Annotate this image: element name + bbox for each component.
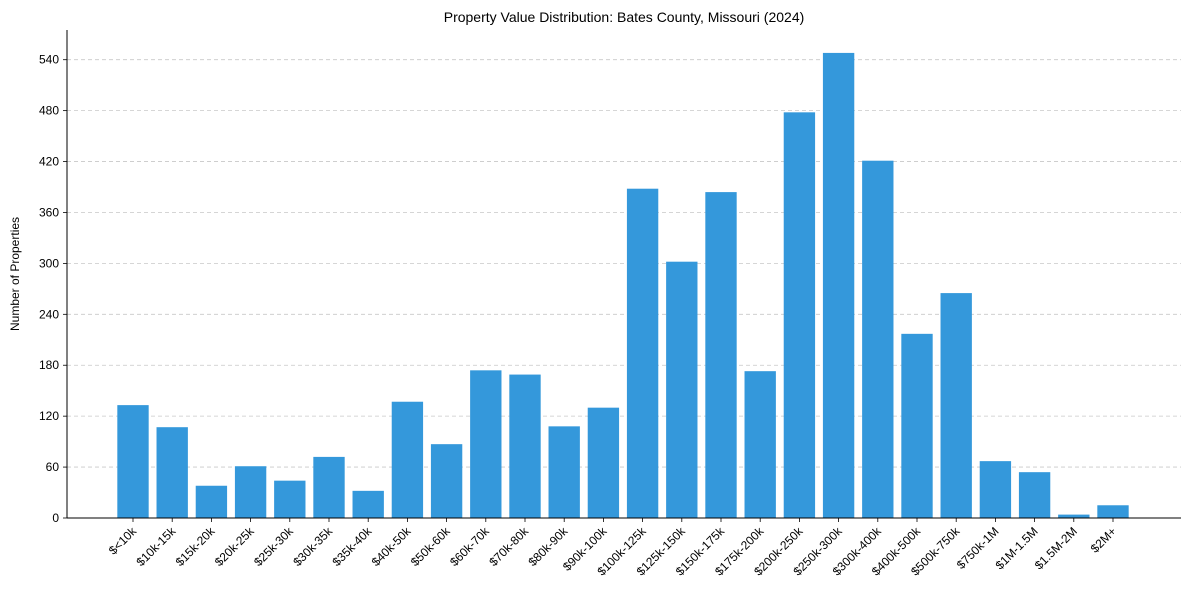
bar (313, 456, 345, 518)
x-tick-label: $15k-20k (173, 524, 219, 570)
y-tick-label: 0 (52, 511, 59, 525)
axes (66, 30, 1181, 519)
bar (509, 374, 541, 518)
y-tick-label: 240 (39, 307, 59, 321)
bar (705, 192, 737, 518)
x-tick-label: $1.5M-2M (1032, 524, 1080, 572)
bar (862, 160, 894, 518)
bar (1097, 505, 1129, 518)
x-tick-label: $60k-70k (447, 524, 493, 570)
y-tick-label: 480 (39, 104, 59, 118)
bar (666, 261, 698, 518)
bar (744, 371, 776, 518)
y-tick-label: 60 (46, 460, 60, 474)
x-tick-label: $70k-80k (486, 524, 532, 570)
bar (548, 426, 580, 518)
x-tick-label: $25k-30k (251, 524, 297, 570)
bars (117, 52, 1129, 518)
bar (156, 427, 188, 518)
bar (430, 444, 463, 518)
bar (274, 480, 306, 518)
y-tick-label: 180 (39, 358, 59, 372)
bar (1018, 472, 1051, 518)
y-axis-ticks: 0 60 120 180 240 300 360 420 480 540 (39, 53, 67, 525)
y-tick-label: 540 (39, 53, 59, 67)
x-axis-ticks: $<10k$10k-15k$15k-20k$20k-25k$25k-30k$30… (106, 518, 1119, 578)
bar (234, 466, 267, 518)
bar (626, 188, 659, 518)
chart-title: Property Value Distribution: Bates Count… (444, 9, 805, 25)
bar (940, 293, 972, 518)
bar (783, 112, 816, 518)
bar (901, 333, 933, 518)
x-tick-label: $35k-40k (330, 524, 376, 570)
y-tick-label: 300 (39, 256, 59, 270)
y-tick-label: 360 (39, 205, 59, 219)
x-tick-label: $2M+ (1088, 524, 1119, 555)
x-tick-label: $<10k (106, 524, 140, 558)
y-tick-label: 420 (39, 155, 59, 169)
bar (195, 485, 228, 518)
x-tick-label: $20k-25k (212, 524, 258, 570)
bar (117, 405, 149, 518)
bar (822, 52, 855, 518)
x-tick-label: $50k-60k (408, 524, 454, 570)
x-tick-label: $30k-35k (290, 524, 336, 570)
bar (1058, 514, 1090, 518)
bar (979, 461, 1012, 518)
bar (470, 370, 502, 518)
y-tick-label: 120 (39, 409, 59, 423)
bar (587, 407, 620, 518)
bar (352, 490, 384, 518)
bar (391, 401, 424, 518)
x-tick-label: $40k-50k (369, 524, 415, 570)
x-tick-label: $10k-15k (134, 524, 180, 570)
y-axis-label: Number of Properties (8, 217, 22, 331)
gridlines (67, 59, 1181, 468)
